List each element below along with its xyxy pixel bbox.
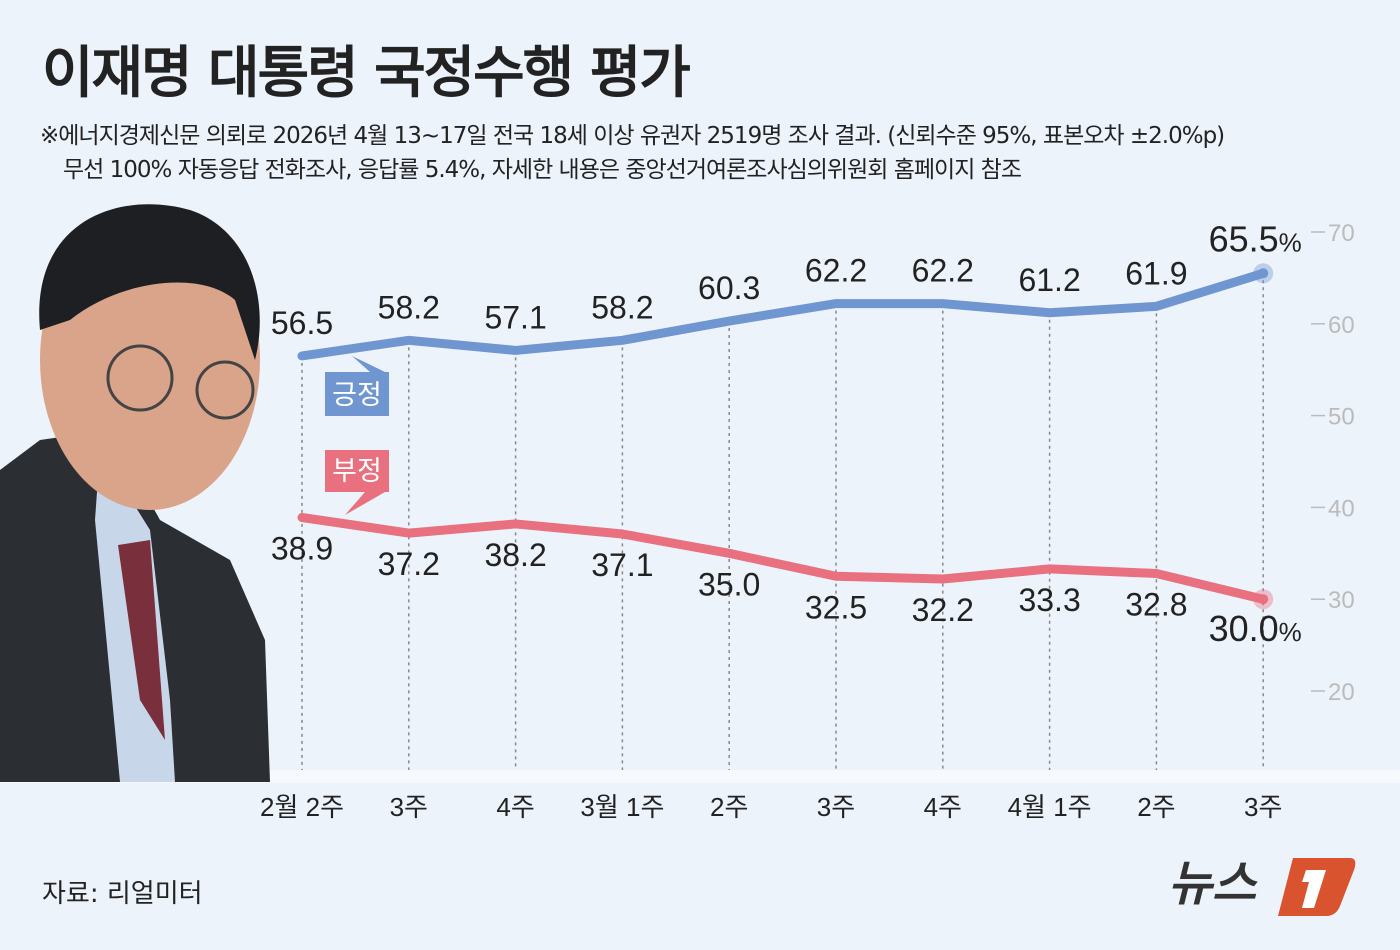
y-tick-label: 40 — [1328, 495, 1355, 522]
end-point — [1258, 268, 1269, 279]
x-tick-label: 3월 1주 — [580, 792, 664, 822]
y-tick-label: 20 — [1328, 679, 1355, 706]
end-point — [1258, 594, 1269, 605]
data-label: 61.9 — [1125, 255, 1187, 291]
y-tick-label: 30 — [1328, 587, 1355, 614]
x-tick-label: 4주 — [496, 792, 534, 822]
survey-note: ※에너지경제신문 의뢰로 2026년 4월 13~17일 전국 18세 이상 유… — [40, 123, 1225, 149]
x-tick-label: 3주 — [817, 792, 855, 822]
x-tick-label: 4주 — [924, 792, 962, 822]
survey-note: 무선 100% 자동응답 전화조사, 응답률 5.4%, 자세한 내용은 중앙선… — [63, 157, 1022, 183]
news1-logo: 뉴스 — [1168, 850, 1358, 924]
page-title: 이재명 대통령 국정수행 평가 — [42, 41, 691, 106]
y-tick-label: 60 — [1328, 312, 1355, 339]
y-tick-label: 70 — [1328, 220, 1355, 247]
data-label: 38.2 — [484, 537, 546, 573]
source-note: 자료: 리얼미터 — [42, 879, 203, 909]
data-label: 60.3 — [698, 270, 760, 306]
data-label: 65.5% — [1209, 218, 1302, 259]
legend-negative: 부정 — [325, 450, 389, 515]
data-label: 58.2 — [591, 289, 653, 325]
data-label: 57.1 — [484, 299, 546, 335]
legend-positive: 긍정 — [325, 356, 389, 416]
data-label: 38.9 — [271, 530, 333, 566]
data-label: 56.5 — [271, 305, 333, 341]
president-photo — [0, 204, 270, 782]
x-tick-label: 2주 — [1137, 792, 1175, 822]
x-tick-label: 2월 2주 — [260, 792, 344, 822]
x-tick-label: 4월 1주 — [1008, 792, 1092, 822]
series-line-부정 — [297, 512, 1268, 604]
data-label: 35.0 — [698, 566, 760, 602]
data-label: 32.8 — [1125, 586, 1187, 622]
data-label: 61.2 — [1018, 262, 1080, 298]
legend-label: 긍정 — [332, 380, 382, 410]
data-label: 62.2 — [805, 253, 867, 289]
data-label: 58.2 — [378, 289, 440, 325]
data-label: 62.2 — [912, 253, 974, 289]
data-label: 37.2 — [378, 546, 440, 582]
x-tick-label: 3주 — [390, 792, 428, 822]
x-tick-label: 2주 — [710, 792, 748, 822]
data-label: 32.5 — [805, 589, 867, 625]
baseline-band — [0, 770, 1400, 783]
y-tick-label: 50 — [1328, 404, 1355, 431]
data-label: 33.3 — [1018, 582, 1080, 618]
svg-text:뉴스: 뉴스 — [1168, 858, 1258, 911]
data-label: 30.0% — [1209, 608, 1302, 649]
data-label: 37.1 — [591, 547, 653, 583]
series-line-긍정 — [297, 268, 1268, 361]
x-tick-label: 3주 — [1244, 792, 1282, 822]
legend-label: 부정 — [332, 456, 382, 486]
data-label: 32.2 — [912, 592, 974, 628]
